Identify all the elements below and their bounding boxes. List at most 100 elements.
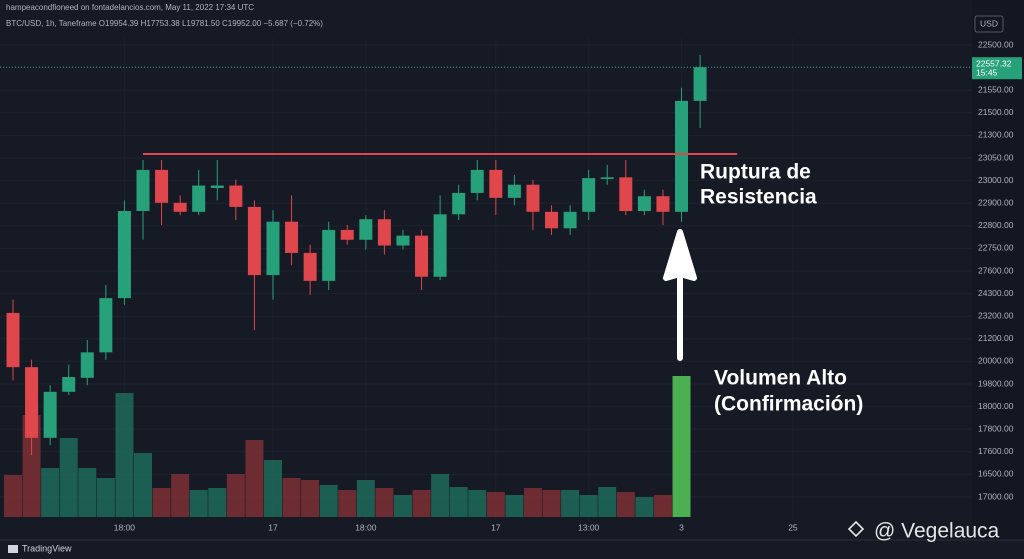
volume-bar: [41, 468, 60, 517]
volume-bar: [319, 485, 338, 517]
volume-bar: [505, 495, 524, 517]
volume-bar: [468, 490, 487, 517]
plot: 22500.0022000.0021550.0021500.0021300.00…: [0, 38, 1014, 532]
candle-body: [229, 185, 243, 207]
volume-bar: [171, 474, 190, 517]
candle-body: [693, 67, 707, 101]
price-label: 22800.00: [978, 220, 1014, 230]
candle-body: [489, 169, 503, 198]
arrow: [663, 229, 697, 361]
candle-body: [25, 367, 39, 438]
brand-logo: [8, 545, 18, 553]
volume-bar: [616, 492, 635, 517]
candle-body: [210, 185, 224, 188]
volume-bar: [263, 460, 282, 517]
volume-bar: [301, 480, 320, 517]
volume-bar: [226, 474, 245, 517]
volume-bar: [375, 488, 394, 517]
candle-body: [675, 100, 689, 212]
volume-bar: [579, 495, 598, 517]
candle-body: [247, 206, 261, 276]
price-label: 23200.00: [978, 310, 1014, 320]
price-label: 22900.00: [978, 197, 1014, 207]
candle-body: [99, 298, 113, 353]
candle-body: [6, 312, 20, 368]
volume-bar: [189, 490, 208, 517]
header-legend: BTC/USD, 1h, Taneframe O19954.39 H17753.…: [6, 19, 323, 28]
volume-bar: [449, 487, 468, 517]
candle-body: [507, 184, 521, 198]
candle-body: [117, 211, 131, 299]
volume-bar: [431, 474, 450, 517]
volume-bar: [356, 480, 375, 517]
time-label: 18:00: [355, 522, 377, 532]
annotation: Resistencia: [700, 186, 817, 209]
volume-bar: [486, 492, 505, 517]
price-label: 17600.00: [978, 446, 1014, 456]
volume-bar: [338, 490, 357, 517]
candle-body: [582, 178, 596, 212]
volume-bar: [412, 490, 431, 517]
candle-body: [303, 252, 317, 281]
last-price-label: 22557.32: [976, 58, 1012, 68]
volume-bar: [542, 490, 561, 517]
price-label: 21200.00: [978, 333, 1014, 343]
candle-body: [80, 352, 94, 378]
candle-body: [563, 211, 577, 229]
volume-bar: [635, 497, 654, 517]
price-label: 16500.00: [978, 469, 1014, 479]
candle-body: [43, 391, 57, 438]
volume-bar: [59, 438, 78, 517]
price-axis: [972, 0, 1024, 540]
candle-body: [415, 235, 429, 277]
price-label: 21550.00: [978, 84, 1014, 94]
volume-bar: [4, 475, 22, 517]
candle-body: [340, 229, 354, 240]
volume-bar: [22, 415, 41, 517]
price-label: 22500.00: [978, 39, 1014, 49]
annotation: (Confirmación): [714, 393, 863, 416]
volume-bar: [523, 488, 542, 517]
volume-bar: [115, 393, 134, 517]
candle-body: [600, 177, 614, 179]
price-label: 18000.00: [978, 401, 1014, 411]
candle-body: [377, 219, 391, 246]
candle-body: [62, 377, 76, 392]
watermark: @ Vegelauca: [874, 520, 1000, 543]
candle-body: [545, 211, 559, 229]
volume-bar: [282, 478, 301, 517]
volume-bar: [208, 488, 227, 517]
last-price-time: 15:45: [976, 67, 998, 77]
candle-body: [155, 169, 169, 203]
candle-body: [322, 229, 336, 281]
currency: USD: [980, 18, 998, 28]
time-label: 18:00: [114, 522, 136, 532]
candle-body: [173, 202, 187, 212]
price-label: 27600.00: [978, 265, 1014, 275]
price-label: 23050.00: [978, 152, 1014, 162]
volume-bar: [672, 376, 691, 517]
last-price-box: [972, 57, 1022, 80]
time-label: 17: [268, 522, 278, 532]
brand: TradingView: [22, 543, 72, 553]
volume-bar: [245, 440, 264, 517]
currency-box[interactable]: [974, 15, 1004, 33]
candle-body: [619, 177, 633, 212]
price-label: 17000.00: [978, 491, 1014, 501]
annotation: Ruptura de: [700, 161, 811, 184]
price-label: 23000.00: [978, 175, 1014, 185]
candle-body: [470, 169, 484, 193]
volume-bar: [152, 488, 171, 517]
candle-body: [285, 221, 299, 253]
candle-body: [433, 214, 447, 277]
annotation: Volumen Alto: [714, 367, 847, 390]
candle-body: [136, 169, 150, 212]
time-label: 13:00: [578, 522, 600, 532]
candle-body: [452, 192, 466, 215]
price-label: 24300.00: [978, 288, 1014, 298]
volume-bar: [393, 495, 412, 517]
watermark-logo: [847, 520, 865, 538]
candle-body: [192, 185, 206, 212]
